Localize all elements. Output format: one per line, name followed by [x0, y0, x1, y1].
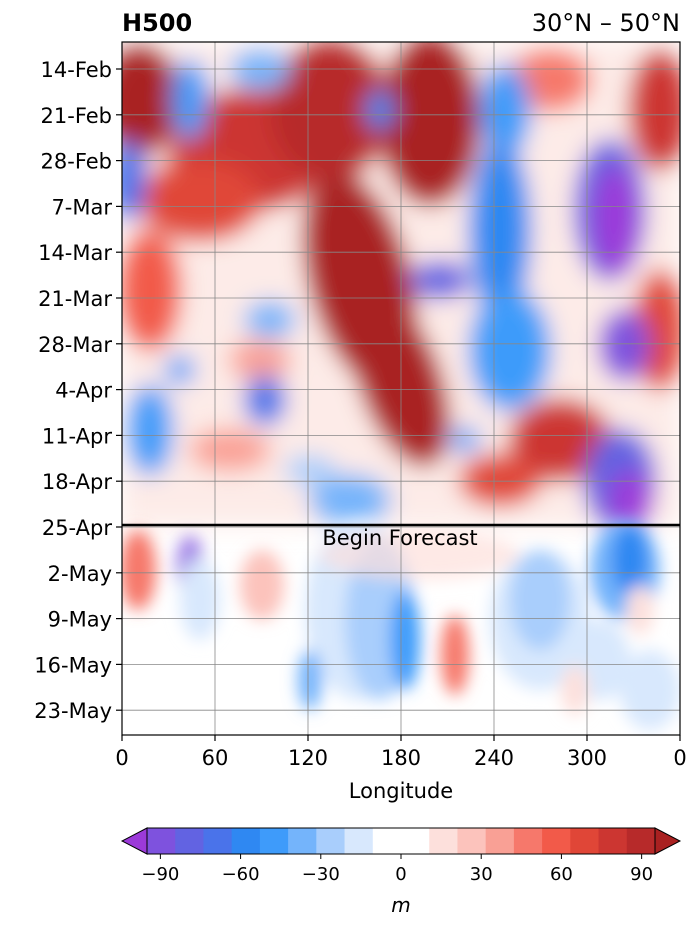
- y-tick-label: 28-Feb: [41, 150, 112, 174]
- x-tick-label: 120: [288, 746, 328, 770]
- y-tick-label: 7-Mar: [51, 195, 112, 219]
- colorbar-tick-label: −60: [222, 864, 260, 885]
- x-axis-label: Longitude: [349, 779, 453, 803]
- colorbar-tick-label: 90: [630, 864, 653, 885]
- x-tick-label: 300: [567, 746, 607, 770]
- colorbar-tick-label: −90: [141, 864, 179, 885]
- colorbar-label: m: [391, 893, 410, 917]
- colorbar-bin: [316, 828, 346, 854]
- y-tick-label: 14-Mar: [38, 241, 112, 265]
- colorbar-bin: [288, 828, 317, 854]
- y-tick-label: 21-Mar: [38, 287, 112, 311]
- colorbar-bin: [542, 828, 571, 854]
- colorbar-bin: [570, 828, 600, 854]
- y-axis: 14-Feb 21-Feb 28-Feb 7-Mar 14-Mar 21-Mar 28-Ma…: [34, 58, 122, 723]
- colorbar-bin: [231, 828, 261, 854]
- colorbar-tick-label: 30: [470, 864, 493, 885]
- colorbar-bin: [457, 828, 487, 854]
- colorbar-bin: [485, 828, 515, 854]
- y-tick-label: 2-May: [48, 562, 112, 586]
- y-tick-label: 28-Mar: [38, 333, 112, 357]
- chart-title-left: H500: [122, 9, 192, 37]
- colorbar-bin: [598, 828, 628, 854]
- x-tick-label: 180: [381, 746, 421, 770]
- forecast-label: Begin Forecast: [322, 526, 477, 550]
- colorbar-tick-label: 0: [395, 864, 406, 885]
- chart-title-right: 30°N – 50°N: [532, 9, 680, 37]
- colorbar: −90 −60 −30 0 30 60 90: [120, 827, 682, 885]
- x-axis: 0 60 120 180 240 300 0: [115, 735, 687, 770]
- anomaly-field: [122, 42, 680, 730]
- y-tick-label: 9-May: [48, 608, 112, 632]
- y-tick-label: 21-Feb: [41, 104, 112, 128]
- y-tick-label: 18-Apr: [42, 470, 113, 494]
- colorbar-bin: [259, 828, 289, 854]
- colorbar-min-extension: [120, 827, 148, 855]
- y-tick-label: 25-Apr: [42, 516, 113, 540]
- y-tick-label: 4-Apr: [55, 379, 112, 403]
- colorbar-bin: [372, 828, 402, 854]
- colorbar-bin: [344, 828, 374, 854]
- colorbar-bin: [203, 828, 233, 854]
- colorbar-max-extension: [654, 827, 682, 855]
- colorbar-bin: [626, 828, 656, 854]
- x-tick-label: 0: [673, 746, 686, 770]
- y-tick-label: 11-Apr: [42, 424, 113, 448]
- x-tick-label: 60: [202, 746, 229, 770]
- y-tick-label: 16-May: [34, 653, 112, 677]
- colorbar-bin: [147, 828, 176, 854]
- grid-lines: [122, 42, 680, 735]
- colorbar-tick-label: −30: [302, 864, 340, 885]
- x-tick-label: 0: [115, 746, 128, 770]
- colorbar-bin: [401, 828, 430, 854]
- colorbar-bin: [513, 828, 543, 854]
- y-tick-label: 23-May: [34, 699, 112, 723]
- y-tick-label: 14-Feb: [41, 58, 112, 82]
- x-tick-label: 240: [474, 746, 514, 770]
- colorbar-bin: [429, 828, 458, 854]
- colorbar-bin: [175, 828, 204, 854]
- colorbar-tick-label: 60: [550, 864, 573, 885]
